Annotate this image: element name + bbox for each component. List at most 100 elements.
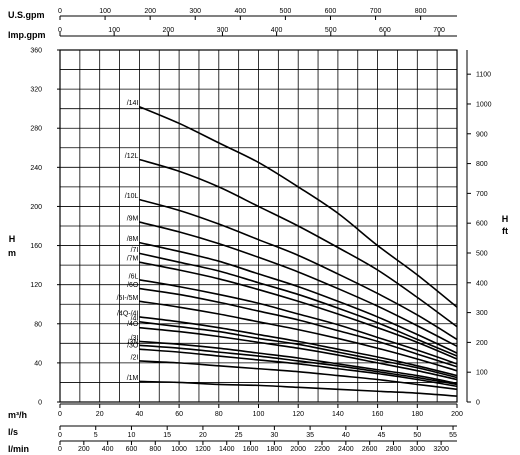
y-right-tick-label: 700 (476, 191, 488, 198)
y-axis-left: 0 40 80 120 160 200 240 280 320 360 Hm (8, 48, 60, 407)
lmin-tick-label: 600 (126, 446, 138, 453)
curve-label: /9M (127, 216, 139, 223)
pump-curves: /14I/12L/10L/9M/8M/7I/7M/6L/6O/5I-/5M/4Q… (117, 100, 458, 397)
ls-tick-label: 15 (163, 432, 171, 439)
curve-3O (139, 348, 458, 388)
y-left-tick-label: 40 (34, 360, 42, 367)
y-right-tick-label: 500 (476, 250, 488, 257)
ls-tick-label: 50 (413, 432, 421, 439)
m3h-tick-label: 100 (253, 411, 265, 418)
curve-label: /7I (131, 247, 139, 254)
curve-4Q-4I (139, 316, 458, 377)
lmin-tick-label: 2000 (290, 446, 306, 453)
imp-gpm-tick-label: 0 (58, 27, 62, 34)
curve-9M (139, 221, 458, 347)
m3h-tick-label: 60 (175, 411, 183, 418)
curve-2I (139, 360, 458, 391)
imp-gpm-tick-label: 600 (379, 27, 391, 34)
curve-label: /2I (131, 354, 139, 361)
curve-6L (139, 278, 458, 365)
curve-label: /12L (125, 153, 139, 160)
lmin-tick-label: 1800 (267, 446, 283, 453)
curve-6O (139, 287, 458, 368)
imp-gpm-tick-label: 700 (433, 27, 445, 34)
us-gpm-tick-label: 0 (58, 8, 62, 15)
curve-3N (139, 344, 458, 386)
imp-gpm-tick-label: 500 (325, 27, 337, 34)
lmin-tick-label: 3000 (410, 446, 426, 453)
curve-label: /6O (127, 282, 139, 289)
y-right-tick-label: 1100 (476, 72, 491, 79)
lmin-tick-label: 3200 (433, 446, 449, 453)
imp-gpm-tick-label: 400 (271, 27, 283, 34)
curve-label: /4I (131, 315, 139, 322)
y-left-tick-label: 240 (30, 165, 42, 172)
m3h-tick-label: 40 (136, 411, 144, 418)
ls-tick-label: 10 (128, 432, 136, 439)
curve-4I (139, 321, 458, 379)
curve-label: /1M (127, 375, 139, 382)
y-left-tick-label: 80 (34, 321, 42, 328)
y-left-label-unit: m (8, 248, 16, 258)
curve-4O (139, 326, 458, 381)
curve-label: /3O (127, 343, 139, 350)
plot-frame (59, 49, 458, 403)
y-right-tick-label: 100 (476, 370, 488, 377)
m3h-tick-label: 200 (451, 411, 463, 418)
curve-7I (139, 252, 458, 357)
y-right-tick-label: 0 (476, 400, 480, 407)
y-right-label-unit: ft (502, 226, 508, 236)
curve-label: /3I (131, 335, 139, 342)
y-right-tick-label: 300 (476, 310, 488, 317)
y-right-tick-label: 200 (476, 340, 488, 347)
y-right-tick-label: 1000 (476, 101, 492, 108)
m3h-tick-label: 160 (372, 411, 384, 418)
ls-tick-label: 25 (235, 432, 243, 439)
curve-label: /10L (125, 193, 139, 200)
us-gpm-tick-label: 100 (99, 8, 111, 15)
us-gpm-tick-label: 400 (234, 8, 246, 15)
y-left-tick-label: 360 (30, 48, 42, 55)
y-left-tick-label: 200 (30, 204, 42, 211)
ls-tick-label: 40 (342, 432, 350, 439)
lmin-tick-label: 2400 (338, 446, 354, 453)
m3h-unit-label: m³/h (8, 410, 27, 420)
m3h-tick-label: 20 (96, 411, 104, 418)
curve-10L (139, 198, 458, 341)
us-gpm-tick-label: 500 (280, 8, 292, 15)
us-gpm-tick-label: 700 (370, 8, 382, 15)
m3h-tick-label: 80 (215, 411, 223, 418)
lmin-tick-label: 2200 (314, 446, 330, 453)
ls-tick-label: 35 (306, 432, 314, 439)
plot-border (59, 49, 458, 403)
us-gpm-tick-label: 600 (325, 8, 337, 15)
us-gpm-tick-label: 800 (415, 8, 427, 15)
y-right-tick-label: 900 (476, 131, 488, 138)
curve-8M (139, 241, 458, 354)
y-right-label-h: H (502, 214, 509, 224)
curve-3I (139, 340, 458, 385)
curve-1M (139, 380, 458, 397)
curve-label: /14I (127, 100, 139, 107)
y-left-label-h: H (9, 234, 16, 244)
ls-tick-label: 55 (449, 432, 457, 439)
lmin-tick-label: 0 (58, 446, 62, 453)
lmin-tick-label: 800 (149, 446, 161, 453)
y-left-tick-label: 120 (30, 282, 42, 289)
grid (60, 50, 457, 402)
curve-12L (139, 158, 458, 328)
us-gpm-tick-label: 200 (144, 8, 156, 15)
y-right-tick-label: 600 (476, 221, 488, 228)
m3h-tick-label: 140 (332, 411, 344, 418)
curve-label: /5I-/5M (117, 295, 139, 302)
ls-tick-label: 20 (199, 432, 207, 439)
imp-gpm-tick-label: 100 (108, 27, 120, 34)
ls-unit-label: l/s (8, 427, 18, 437)
curve-label: /6L (129, 273, 139, 280)
m3h-tick-label: 180 (411, 411, 423, 418)
lmin-tick-label: 1600 (243, 446, 259, 453)
lmin-unit-label: l/min (8, 444, 29, 454)
imp-gpm-tick-label: 200 (162, 27, 174, 34)
